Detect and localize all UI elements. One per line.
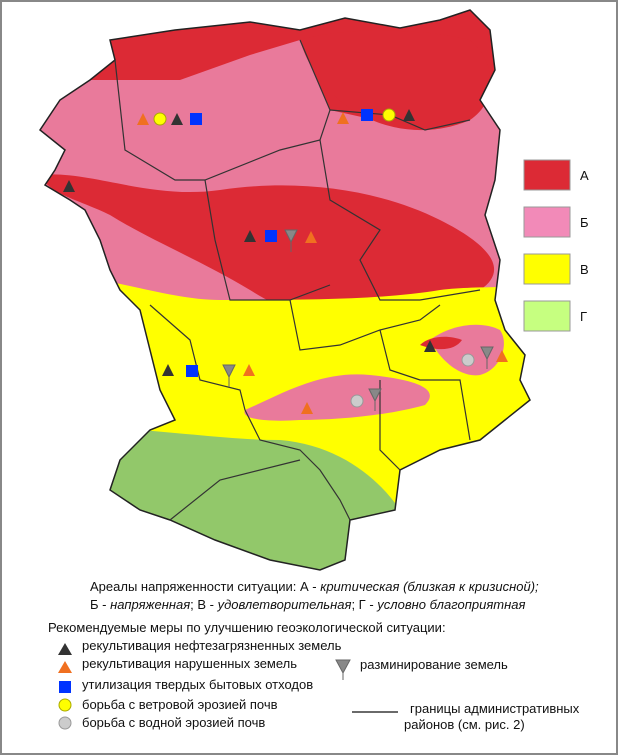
zone-label: А <box>580 168 589 183</box>
caption-line2: Б - напряженная; В - удовлетворительная;… <box>90 597 525 612</box>
map-icons <box>63 108 508 414</box>
caption-text: ; В - <box>190 597 217 612</box>
measure-label: борьба с водной эрозией почв <box>82 715 265 730</box>
measure-label: разминирование земель <box>360 657 508 672</box>
caption-text: Ареалы напряженности ситуации: А - <box>90 579 320 594</box>
measure-label: рекультивация нарушенных земель <box>82 656 297 671</box>
caption-text: удовлетворительная <box>217 597 352 612</box>
caption-text: условно благоприятная <box>376 597 525 612</box>
boundary-label: районов (см. рис. 2) <box>404 717 525 732</box>
measure-label: рекультивация нефтезагрязненных земель <box>82 638 342 653</box>
measure-label: утилизация твердых бытовых отходов <box>82 677 313 692</box>
zone-swatch <box>523 300 571 332</box>
zone-swatch <box>523 206 571 238</box>
zone-label: В <box>580 262 589 277</box>
caption-line1: Ареалы напряженности ситуации: А - крити… <box>90 579 539 594</box>
zone-legend: А Б В Г <box>523 159 589 332</box>
caption-text: напряженная <box>110 597 190 612</box>
boundary-label: границы административных <box>410 701 580 716</box>
caption-text: Б - <box>90 597 110 612</box>
caption-text: критическая (близкая к кризисной); <box>320 579 539 594</box>
district-boundaries <box>39 9 531 571</box>
zone-label: Г <box>580 309 587 324</box>
zone-swatch <box>523 159 571 191</box>
zone-swatch <box>523 253 571 285</box>
zone-label: Б <box>580 215 589 230</box>
measures-title: Рекомендуемые меры по улучшению геоэколо… <box>48 620 446 635</box>
measure-label: борьба с ветровой эрозией почв <box>82 697 278 712</box>
caption-text: ; Г - <box>351 597 377 612</box>
